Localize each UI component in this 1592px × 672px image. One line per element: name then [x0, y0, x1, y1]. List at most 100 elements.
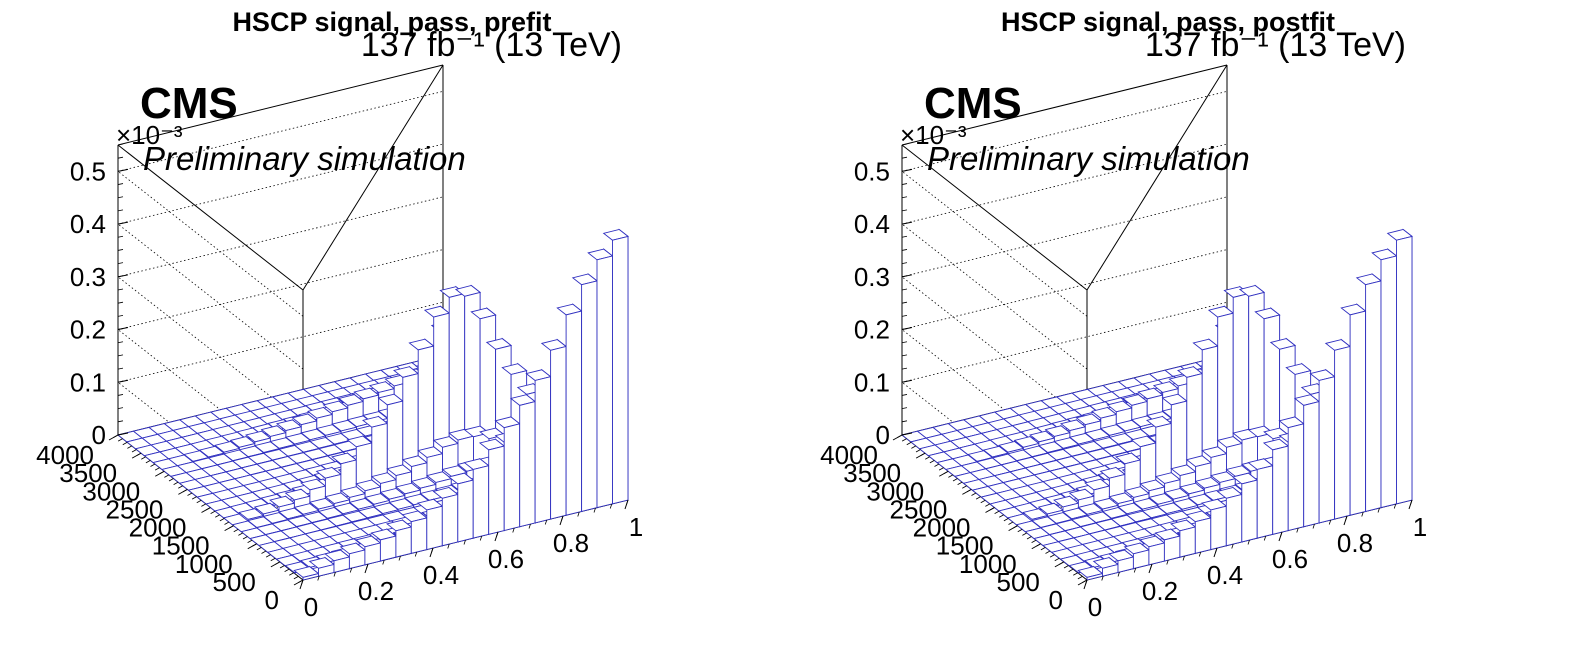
- lego-bar: [324, 491, 351, 510]
- z-minor-tick: [901, 196, 908, 199]
- z-minor-tick: [901, 314, 908, 317]
- y-minor-tick: [252, 543, 257, 547]
- y-tick-label: 500: [212, 567, 255, 597]
- lego-bar: [1247, 457, 1274, 539]
- y-tick-label: 0: [1049, 585, 1063, 615]
- z-tick-label: 0.2: [70, 315, 106, 345]
- y-tick-label: 2500: [890, 494, 948, 524]
- z-tick-label: 0.1: [854, 367, 890, 397]
- lego-bar: [1262, 438, 1290, 535]
- x-tick-label: 0: [1088, 592, 1102, 622]
- z-minor-tick: [901, 420, 908, 423]
- z-minor-tick: [901, 380, 908, 383]
- x-minor-tick: [1085, 579, 1088, 585]
- y-minor-tick: [1059, 561, 1065, 565]
- z-tick-label: 0.3: [70, 262, 106, 292]
- x-minor-tick: [447, 543, 450, 549]
- z-tick-label: 0.3: [854, 262, 890, 292]
- z-minor-tick: [117, 222, 124, 225]
- y-minor-tick: [906, 441, 912, 446]
- z-minor-tick: [117, 314, 124, 317]
- lego-bar: [1386, 228, 1414, 505]
- y-tick-label: 3500: [59, 458, 117, 488]
- y-tick-label: 3000: [82, 476, 140, 506]
- y-minor-tick: [920, 452, 926, 456]
- lego-bar: [1278, 415, 1305, 532]
- lego-bar: [1077, 565, 1104, 581]
- x-minor-tick: [1247, 539, 1250, 545]
- z-minor-tick: [117, 183, 124, 185]
- y-minor-tick: [962, 485, 967, 489]
- y-tick-label: 1000: [959, 549, 1017, 579]
- z-minor-tick: [117, 394, 124, 396]
- z-minor-tick: [901, 341, 908, 344]
- z-tick-label: 0.5: [854, 156, 890, 186]
- x-minor-tick: [1198, 551, 1202, 557]
- y-minor-tick: [205, 507, 211, 511]
- z-tick-label: 0.1: [70, 367, 106, 397]
- z-minor-tick: [117, 196, 124, 199]
- lego-bar: [401, 510, 428, 554]
- z-minor-tick: [901, 262, 908, 265]
- x-minor-tick: [1101, 575, 1104, 581]
- z-minor-tick: [901, 394, 908, 396]
- y-minor-tick: [127, 445, 133, 449]
- lego-bar: [602, 228, 630, 505]
- x-minor-tick: [1296, 527, 1299, 533]
- y-minor-tick: [136, 452, 142, 456]
- y-tick-label: 1500: [152, 531, 210, 561]
- x-minor-tick: [1345, 515, 1348, 521]
- chart-title: HSCP signal, pass, postfit: [1001, 7, 1335, 37]
- lego-bar: [355, 535, 382, 566]
- y-minor-tick: [275, 561, 281, 565]
- z-minor-tick: [901, 433, 908, 436]
- y-minor-tick: [975, 496, 981, 500]
- y-minor-tick: [289, 572, 294, 576]
- y-tick-label: 1500: [936, 531, 994, 561]
- lego-bar: [1161, 393, 1188, 488]
- lego-plot-prefit: 0 0.2 0.4 0.6 0.8 1 0 500 1000 1500 2000 2500 3000 35…: [36, 7, 643, 622]
- x-minor-tick: [512, 527, 515, 533]
- frame-edge: [117, 144, 304, 291]
- x-minor-tick: [349, 567, 353, 573]
- lego-bar: [556, 303, 583, 516]
- y-minor-tick: [228, 525, 234, 529]
- x-minor-tick: [609, 503, 613, 509]
- y-minor-tick: [1003, 518, 1009, 522]
- y-minor-tick: [201, 503, 207, 507]
- y-minor-tick: [1026, 536, 1032, 540]
- x-minor-tick: [544, 519, 548, 525]
- z-axis-multiplier: ×10⁻³: [900, 120, 967, 150]
- y-minor-tick: [279, 565, 285, 569]
- y-minor-tick: [999, 514, 1004, 518]
- x-minor-tick: [496, 531, 499, 537]
- z-minor-tick: [901, 301, 908, 304]
- z-minor-tick: [117, 354, 124, 357]
- z-minor-tick: [901, 328, 908, 330]
- lumi-label: 137 fb⁻¹ (13 TeV): [361, 26, 622, 64]
- lego-bar: [1223, 285, 1250, 472]
- x-minor-tick: [1410, 499, 1413, 505]
- lego-bar: [1169, 519, 1197, 558]
- x-minor-tick: [398, 555, 401, 561]
- x-minor-tick: [1182, 555, 1185, 561]
- z-minor-tick: [901, 354, 908, 357]
- z-tick-label: 0.5: [70, 156, 106, 186]
- y-minor-tick: [242, 536, 248, 540]
- y-minor-tick: [957, 481, 963, 485]
- lego-bar: [1293, 393, 1321, 528]
- x-tick-label: 0.2: [358, 576, 394, 606]
- lumi-label: 137 fb⁻¹ (13 TeV): [1145, 26, 1406, 64]
- y-minor-tick: [1073, 572, 1078, 576]
- lego-bar: [1355, 273, 1383, 512]
- frame-edge: [901, 144, 1088, 291]
- lego-bar: [1154, 528, 1181, 562]
- z-minor-tick: [901, 407, 908, 410]
- x-minor-tick: [317, 575, 320, 581]
- y-tick-label: 4000: [820, 440, 878, 470]
- lego-bar: [1238, 284, 1266, 469]
- y-tick-label: 0: [265, 585, 279, 615]
- y-minor-tick: [985, 503, 991, 507]
- z-minor-tick: [117, 380, 124, 383]
- z-minor-tick: [901, 288, 908, 291]
